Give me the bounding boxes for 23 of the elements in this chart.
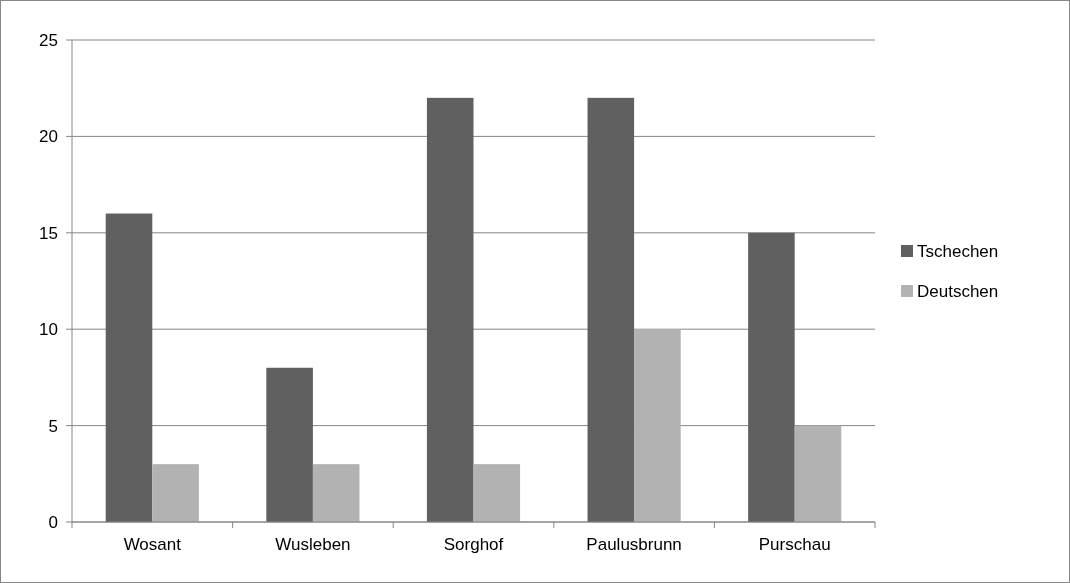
y-tick-label: 20	[39, 127, 58, 147]
y-tick-label: 15	[39, 223, 58, 243]
bar	[266, 367, 313, 522]
bar	[794, 425, 842, 522]
bar	[152, 464, 199, 522]
x-tick-label: Wusleben	[275, 535, 351, 554]
bar	[105, 213, 153, 522]
legend-label: Tschechen	[917, 241, 999, 261]
bar	[634, 329, 681, 522]
bar	[587, 97, 635, 522]
bar	[473, 464, 521, 522]
x-tick-label: Paulusbrunn	[586, 535, 682, 554]
bar	[748, 232, 795, 522]
y-tick-label: 10	[39, 320, 58, 340]
x-tick-label: Wosant	[123, 535, 182, 554]
y-tick-label: 0	[48, 512, 58, 532]
x-tick-label: Purschau	[758, 535, 831, 554]
legend-label: Deutschen	[917, 281, 999, 301]
y-tick-label: 25	[39, 30, 58, 50]
bar	[426, 97, 474, 522]
x-tick-label: Sorghof	[443, 535, 504, 554]
bar	[312, 464, 360, 522]
y-tick-label: 5	[48, 416, 58, 436]
